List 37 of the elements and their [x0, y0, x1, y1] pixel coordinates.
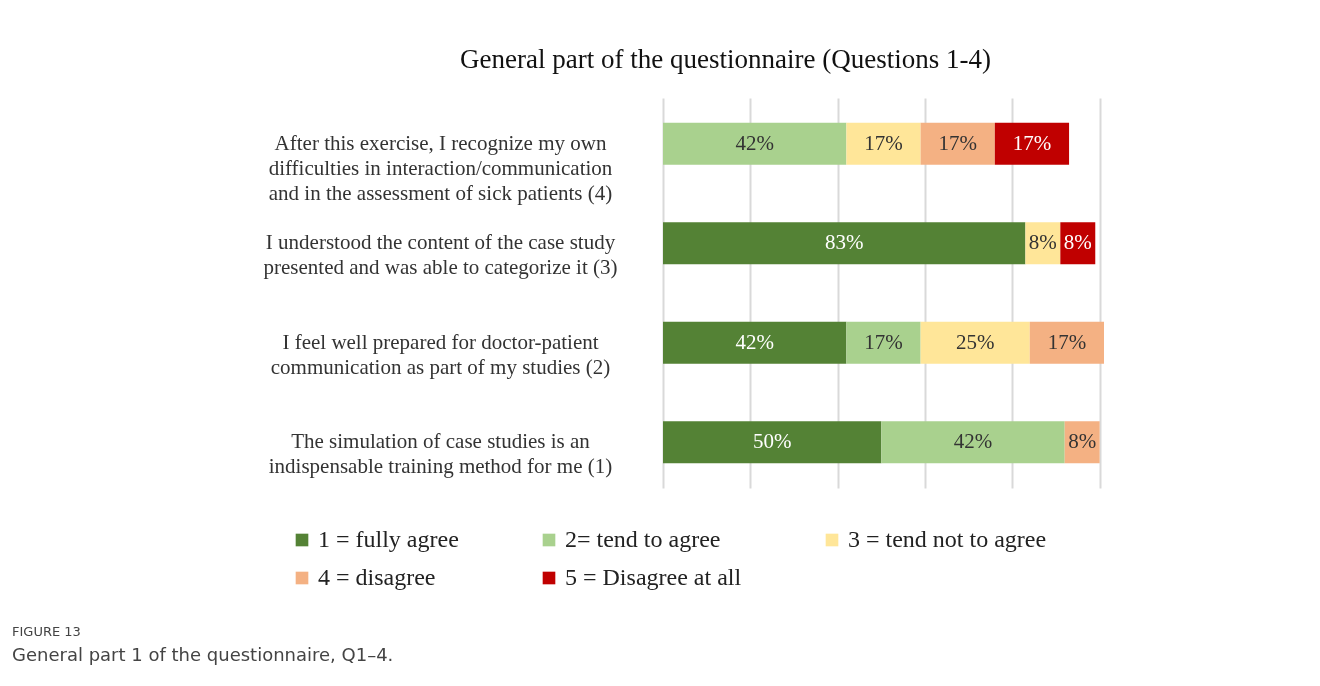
y-tick-label: The simulation of case studies is an indispensable training method for me (1): [268, 429, 613, 479]
legend-label: 4 = disagree: [318, 564, 436, 590]
bar: [846, 321, 921, 364]
bar: [920, 122, 995, 165]
bar: [994, 122, 1070, 165]
bar: [663, 222, 1026, 265]
bar: [663, 421, 882, 464]
chart-title: General part of the questionnaire (Questions 1-4): [460, 44, 991, 74]
data-label: 8%: [1028, 230, 1057, 255]
legend-label: 3 = tend not to agree: [848, 526, 1047, 552]
bar: [881, 421, 1065, 464]
data-label: 42%: [953, 429, 993, 454]
data-label: 17%: [1047, 329, 1087, 354]
text: General part 1 of the questionnaire, Q1–4.: [12, 644, 394, 665]
y-tick-label: After this exercise, I recognize my own difficulties in interaction/communication and in the assessment of sick patients (4): [268, 130, 613, 205]
data-label: 25%: [955, 329, 995, 354]
data-label: 8%: [1068, 429, 1097, 454]
y-tick-label: I understood the content of the case study presented and was able to categorize it (3): [263, 230, 618, 280]
data-label: 17%: [938, 130, 977, 155]
legend-label: 5 = Disagree at all: [565, 564, 742, 590]
bar: [920, 321, 1030, 364]
bar: [846, 122, 921, 165]
data-label: 8%: [1063, 230, 1092, 255]
bar: [663, 122, 847, 165]
data-label: 50%: [752, 429, 792, 454]
data-label: 17%: [864, 329, 903, 354]
data-label: 17%: [864, 130, 903, 155]
data-label: 17%: [1012, 130, 1052, 155]
data-label: 83%: [824, 230, 864, 255]
legend-label: 1 = fully agree: [318, 526, 459, 552]
data-label: 42%: [735, 130, 774, 155]
bar: [663, 321, 847, 364]
y-tick-label: I feel well prepared for doctor-patient communication as part of my studies (2): [270, 329, 611, 379]
caption: FIGURE 13: [12, 624, 81, 639]
legend-label: 2= tend to agree: [565, 526, 721, 552]
data-label: 42%: [735, 329, 774, 354]
bar: [1029, 321, 1104, 364]
